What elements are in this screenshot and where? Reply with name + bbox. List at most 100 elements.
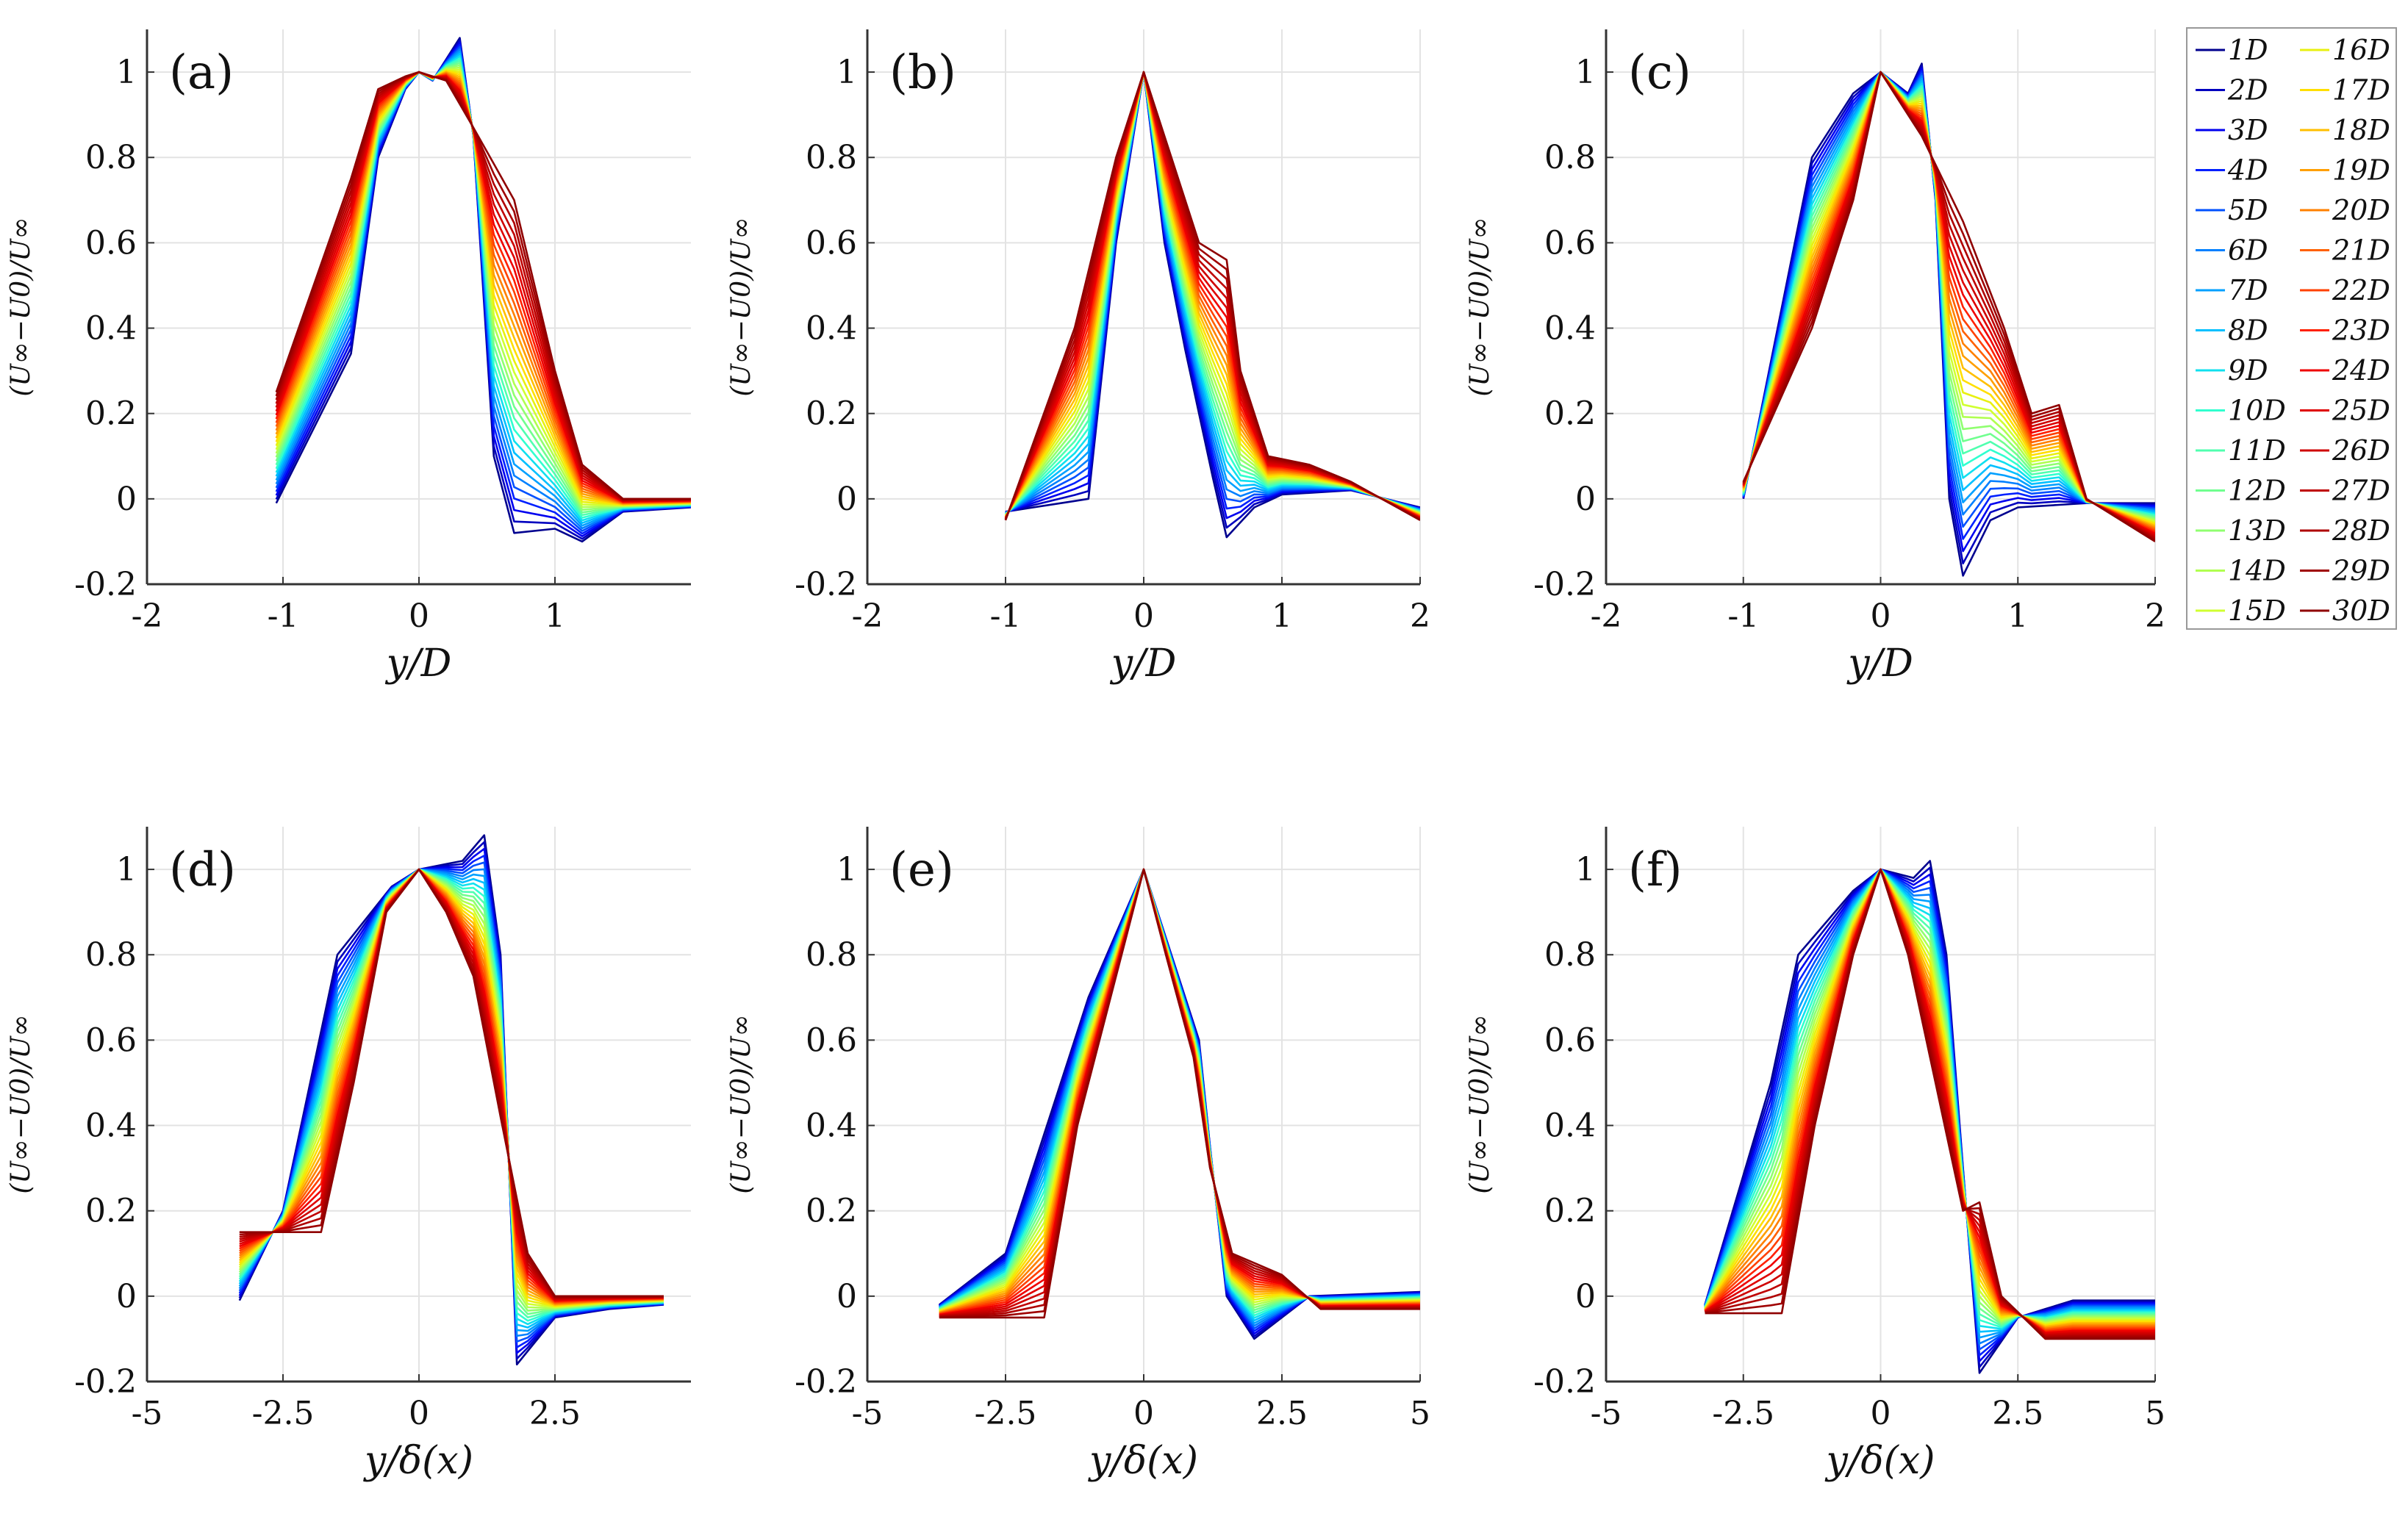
series-line-18D	[275, 71, 691, 506]
legend-item: 18D	[2300, 114, 2390, 146]
y-tick-label: 0.8	[85, 936, 137, 974]
legend-label: 23D	[2332, 315, 2390, 347]
y-tick-label: 0.4	[85, 310, 137, 348]
series-line-28D	[239, 868, 664, 1299]
y-tick-label: 0.2	[1544, 1193, 1596, 1230]
y-tick-label: 0.8	[806, 936, 857, 974]
legend-label: 27D	[2332, 475, 2390, 507]
y-tick-label: 0.2	[806, 1193, 857, 1230]
y-tick-label: 0.4	[806, 1107, 857, 1145]
series-group	[1004, 71, 1420, 539]
legend-label: 24D	[2332, 354, 2390, 387]
y-tick-label: 0.2	[85, 395, 137, 433]
x-axis-label: y/D	[385, 642, 452, 686]
series-line-20D	[239, 868, 664, 1305]
series-line-27D	[275, 71, 691, 501]
series-line-30D	[1742, 71, 2155, 543]
series-line-21D	[275, 71, 691, 504]
y-tick-label: 0.4	[1544, 310, 1596, 348]
legend-label: 28D	[2332, 514, 2390, 547]
legend-label: 2D	[2227, 74, 2268, 107]
y-axis-label: (U∞−U0)/U∞	[1465, 1014, 1495, 1193]
series-line-30D	[939, 868, 1420, 1319]
y-tick-label: 0	[836, 481, 857, 518]
legend-label: 11D	[2228, 434, 2286, 467]
y-tick-label: 1	[116, 54, 137, 91]
y-tick-label: -0.2	[795, 566, 857, 603]
legend-item: 12D	[2196, 475, 2286, 507]
legend-label: 15D	[2228, 594, 2286, 627]
legend-item: 4D	[2196, 154, 2268, 187]
series-line-7D	[238, 868, 664, 1332]
legend-item: 11D	[2196, 434, 2286, 467]
legend-item: 2D	[2196, 74, 2268, 107]
x-tick-label: -2.5	[252, 1395, 315, 1432]
y-tick-label: 0	[116, 1278, 137, 1315]
panel-label: (d)	[169, 843, 236, 897]
legend-item: 29D	[2300, 555, 2390, 587]
series-group	[939, 868, 1420, 1340]
series-line-28D	[275, 71, 691, 501]
legend-label: 17D	[2332, 74, 2390, 107]
legend-label: 26D	[2332, 434, 2390, 467]
x-tick-label: -5	[1591, 1395, 1622, 1432]
panel-label: (a)	[169, 46, 234, 100]
panel-f: -5 -2.5 0 2.5 5 -0.2 0 0.2 0.4 0.6 0.8 1 y/δ(x) (U∞−U…	[1465, 827, 2165, 1483]
legend-item: 28D	[2300, 514, 2390, 547]
series-line-20D	[275, 71, 691, 505]
y-tick-label: 0	[116, 481, 137, 518]
x-tick-label: 0	[1871, 597, 1891, 635]
series-line-2D	[1742, 65, 2155, 565]
y-tick-label: 0.2	[806, 395, 857, 433]
y-tick-label: 1	[116, 851, 137, 888]
y-tick-label: -0.2	[74, 1363, 137, 1401]
y-tick-label: 1	[836, 54, 857, 91]
legend-item: 22D	[2300, 274, 2390, 306]
legend-item: 8D	[2196, 315, 2268, 347]
y-tick-label: -0.2	[74, 566, 137, 603]
legend-label: 12D	[2228, 475, 2286, 507]
legend-item: 6D	[2196, 234, 2268, 267]
x-tick-label: 1	[545, 597, 565, 635]
series-line-8D	[238, 868, 664, 1329]
panel-d: -5 -2.5 0 2.5 -0.2 0 0.2 0.4 0.6 0.8 1 y/δ(x) (U∞−U0…	[6, 827, 691, 1483]
legend-item: 16D	[2300, 34, 2390, 66]
series-line-18D	[238, 868, 664, 1307]
legend-label: 7D	[2228, 274, 2268, 306]
legend-label: 30D	[2332, 594, 2390, 627]
series-line-6D	[238, 868, 664, 1337]
series-line-19D	[275, 71, 691, 505]
x-tick-label: 2	[2145, 597, 2165, 635]
legend-item: 10D	[2196, 395, 2286, 427]
x-tick-label: 0	[409, 1395, 429, 1432]
x-tick-label: -2	[852, 597, 884, 635]
series-line-21D	[239, 868, 664, 1304]
series-line-22D	[239, 868, 664, 1304]
panel-label: (e)	[889, 843, 954, 897]
legend-item: 13D	[2196, 514, 2286, 547]
y-tick-label: 0.8	[806, 139, 857, 176]
y-axis-label: (U∞−U0)/U∞	[1465, 217, 1495, 396]
series-line-29D	[275, 71, 691, 500]
legend-item: 9D	[2196, 354, 2268, 387]
panel-c: -2 -1 0 1 2 -0.2 0 0.2 0.4 0.6 0.8 1 y/D (U∞−U0)/U∞ (c…	[1465, 29, 2165, 686]
y-tick-label: 0	[836, 1278, 857, 1315]
series-line-15D	[238, 868, 664, 1309]
x-tick-label: 2.5	[1992, 1395, 2043, 1432]
legend-label: 9D	[2228, 354, 2268, 387]
x-tick-label: 0	[1133, 1395, 1154, 1432]
series-line-30D	[275, 71, 691, 500]
series-line-5D	[238, 861, 664, 1343]
x-tick-label: -1	[268, 597, 299, 635]
x-tick-label: 1	[1272, 597, 1292, 635]
y-tick-label: 0.6	[806, 1021, 857, 1059]
legend-item: 19D	[2300, 154, 2390, 187]
series-line-16D	[275, 69, 691, 506]
x-tick-label: -2	[132, 597, 163, 635]
y-tick-label: 0.8	[85, 139, 137, 176]
legend-label: 5D	[2228, 194, 2268, 226]
x-axis-label: y/D	[1846, 642, 1913, 686]
x-tick-label: 0	[1871, 1395, 1891, 1432]
legend-item: 24D	[2300, 354, 2390, 387]
panel-e: -5 -2.5 0 2.5 5 -0.2 0 0.2 0.4 0.6 0.8 1 y/δ(x) (U∞−U…	[726, 827, 1430, 1483]
